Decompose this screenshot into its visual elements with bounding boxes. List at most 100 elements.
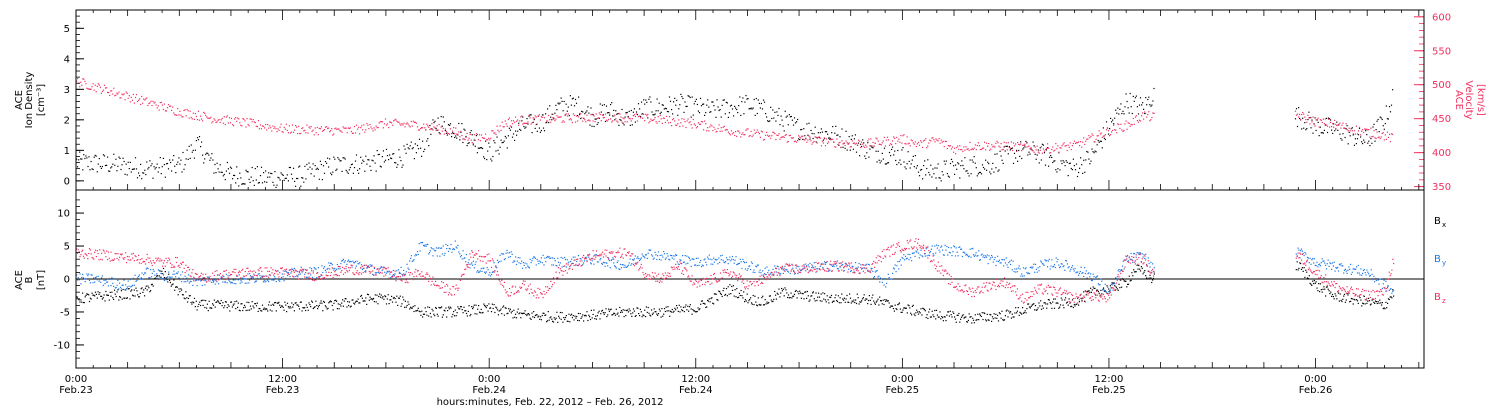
field-Bx-point [227, 307, 228, 308]
velocity-point [289, 125, 290, 126]
velocity-point [740, 136, 741, 137]
field-Bx-point [92, 293, 93, 294]
field-Bx-point [1110, 285, 1111, 286]
density-point [842, 147, 843, 148]
field-Bx-point [466, 313, 467, 314]
field-By-point [257, 278, 258, 279]
velocity-point [259, 128, 260, 129]
density-point [324, 173, 325, 174]
field-Bx-point [688, 311, 689, 312]
density-point [225, 179, 226, 180]
field-Bx-point [202, 300, 203, 301]
density-point [398, 149, 399, 150]
density-point [229, 173, 230, 174]
field-By-point [275, 278, 276, 279]
field-By-point [126, 288, 127, 289]
field-Bx-point [1145, 275, 1146, 276]
velocity-point [1380, 138, 1381, 139]
velocity-point [804, 139, 805, 140]
field-By-point [1054, 264, 1055, 265]
velocity-point [434, 127, 435, 128]
density-point [695, 101, 696, 102]
density-point [1303, 128, 1304, 129]
field-Bx-point [834, 297, 835, 298]
field-By-point [313, 270, 314, 271]
field-Bx-point [104, 294, 105, 295]
field-By-point [719, 262, 720, 263]
velocity-point [432, 129, 433, 130]
density-point [373, 160, 374, 161]
field-Bx-point [819, 297, 820, 298]
field-Bx-point [752, 304, 753, 305]
field-Bx-point [727, 295, 728, 296]
field-By-point [633, 264, 634, 265]
density-point [946, 161, 947, 162]
velocity-point [536, 116, 537, 117]
field-Bx-point [738, 297, 739, 298]
field-Bx-point [562, 312, 563, 313]
density-point [618, 125, 619, 126]
field-By-point [370, 264, 371, 265]
velocity-point [1309, 123, 1310, 124]
velocity-point [658, 116, 659, 117]
field-Bx-point [969, 313, 970, 314]
field-By-point [814, 262, 815, 263]
field-Bx-point [877, 300, 878, 301]
velocity-point [639, 116, 640, 117]
field-By-point [697, 265, 698, 266]
velocity-point [495, 134, 496, 135]
field-By-point [517, 261, 518, 262]
density-point [735, 108, 736, 109]
field-By-point [446, 248, 447, 249]
velocity-point [300, 133, 301, 134]
density-point [159, 167, 160, 168]
field-By-point [518, 262, 519, 263]
density-point [210, 157, 211, 158]
velocity-point [1357, 133, 1358, 134]
field-Bx-point [341, 303, 342, 304]
velocity-point [987, 146, 988, 147]
density-point [104, 155, 105, 156]
velocity-point [730, 134, 731, 135]
density-point [933, 173, 934, 174]
field-Bx-point [307, 307, 308, 308]
velocity-point [111, 90, 112, 91]
field-Bx-point [231, 301, 232, 302]
density-point [896, 164, 897, 165]
density-point [330, 173, 331, 174]
density-point [120, 169, 121, 170]
velocity-point [1036, 149, 1037, 150]
density-point [958, 163, 959, 164]
density-point [762, 108, 763, 109]
field-By-point [720, 255, 721, 256]
field-By-point [184, 281, 185, 282]
density-point [582, 111, 583, 112]
field-By-point [1085, 273, 1086, 274]
density-point [420, 148, 421, 149]
field-By-point [450, 244, 451, 245]
field-Bx-point [136, 290, 137, 291]
field-Bx-point [990, 314, 991, 315]
velocity-point [883, 141, 884, 142]
density-point [1312, 133, 1313, 134]
density-point [982, 164, 983, 165]
field-Bx-point [722, 296, 723, 297]
field-By-point [192, 285, 193, 286]
density-point [485, 141, 486, 142]
velocity-point [491, 130, 492, 131]
field-Bx-point [84, 302, 85, 303]
field-Bx-point [776, 299, 777, 300]
top-right-tick-label: 600 [1432, 12, 1451, 23]
density-point [359, 168, 360, 169]
field-By-point [411, 255, 412, 256]
field-Bx-point [172, 284, 173, 285]
density-point [1363, 140, 1364, 141]
field-By-point [778, 266, 779, 267]
field-By-point [506, 250, 507, 251]
field-By-point [695, 264, 696, 265]
field-By-point [285, 278, 286, 279]
velocity-point [643, 114, 644, 115]
field-Bx-point [834, 301, 835, 302]
field-By-point [571, 259, 572, 260]
field-By-point [538, 263, 539, 264]
